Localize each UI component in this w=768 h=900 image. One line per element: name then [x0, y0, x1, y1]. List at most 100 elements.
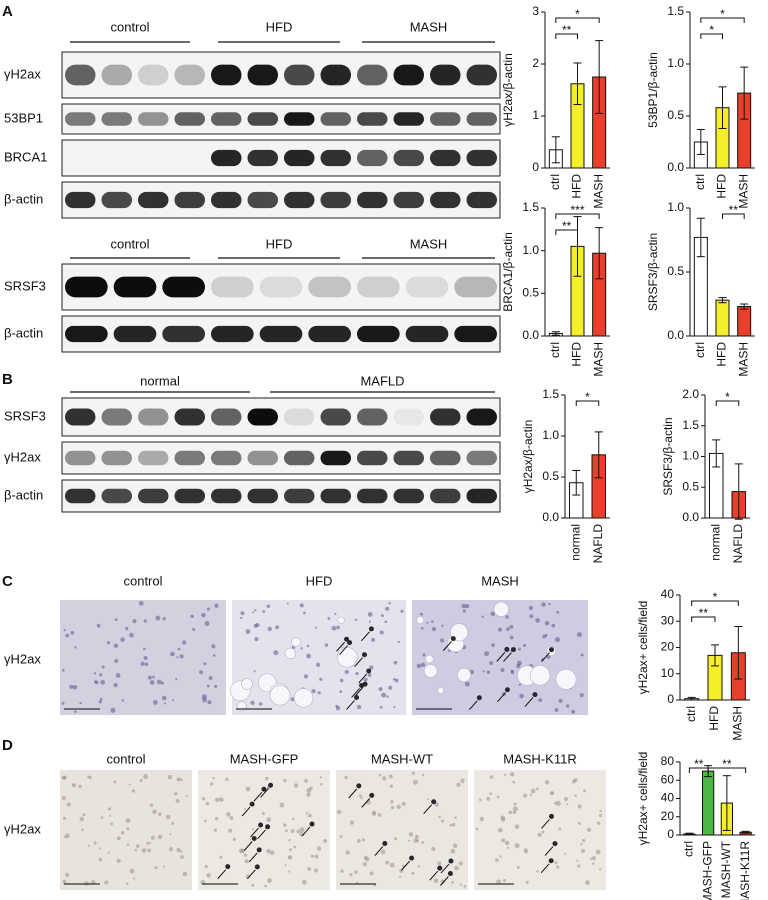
blot-band: [454, 325, 497, 343]
micrograph-title: MASH-WT: [371, 751, 433, 766]
blot-row-label: β-actin: [4, 325, 43, 340]
cell-nucleus: [489, 661, 494, 666]
cell-nucleus: [356, 838, 361, 843]
cell-nucleus: [88, 775, 92, 780]
cell-nucleus: [579, 693, 584, 698]
cell-nucleus: [555, 800, 561, 806]
cell-nucleus: [177, 647, 181, 651]
y-axis-label: SRSF3/β-actin: [661, 417, 675, 495]
blot-band: [247, 488, 278, 504]
cell-nucleus: [496, 795, 500, 799]
cell-nucleus: [107, 807, 112, 811]
cell-nucleus: [304, 778, 308, 783]
arrow: [339, 645, 348, 655]
cell-nucleus: [361, 838, 366, 842]
cell-nucleus: [475, 827, 479, 831]
blot-strip: [61, 397, 501, 437]
cell-nucleus: [397, 640, 400, 644]
blot-band: [320, 408, 351, 426]
cell-nucleus: [251, 828, 255, 831]
blot-row-label: SRSF3: [4, 408, 46, 423]
cell-nucleus: [324, 643, 329, 647]
blot-band: [138, 408, 169, 426]
cell-nucleus: [491, 643, 495, 647]
cell-nucleus: [125, 626, 129, 631]
y-tick-label: 2: [532, 56, 539, 70]
cell-nucleus: [125, 818, 131, 823]
cell-nucleus: [70, 630, 75, 635]
lane-group-label: control: [110, 19, 149, 34]
arrow: [246, 869, 256, 880]
positive-nucleus: [366, 668, 372, 674]
cell-nucleus: [120, 637, 125, 642]
cell-nucleus: [154, 866, 158, 870]
blot-band: [174, 112, 205, 126]
error-bar: [696, 129, 705, 155]
vacuole: [269, 685, 291, 706]
blot-band: [101, 488, 132, 504]
cell-nucleus: [356, 704, 362, 710]
blot-strip: [61, 181, 501, 219]
cell-nucleus: [421, 840, 425, 844]
y-tick-label: 0.0: [682, 510, 699, 524]
cell-nucleus: [253, 670, 256, 673]
arrow: [468, 700, 478, 711]
cell-nucleus: [401, 801, 406, 806]
arrow: [336, 641, 345, 652]
blot-band: [466, 112, 497, 126]
cell-nucleus: [204, 621, 210, 626]
vacuole: [555, 668, 577, 690]
blot-strip: [61, 103, 501, 135]
cell-nucleus: [266, 848, 271, 854]
cell-nucleus: [394, 678, 399, 683]
cell-nucleus: [512, 810, 517, 815]
blot-band: [308, 276, 351, 298]
cell-nucleus: [180, 850, 183, 854]
cell-nucleus: [408, 839, 411, 842]
blot-band: [357, 408, 388, 426]
cell-nucleus: [522, 643, 527, 647]
cell-nucleus: [98, 847, 101, 850]
significance-label: **: [722, 757, 732, 771]
cell-nucleus: [438, 815, 441, 819]
cell-nucleus: [138, 600, 144, 606]
cell-nucleus: [595, 849, 601, 855]
positive-nucleus: [344, 636, 350, 642]
cell-nucleus: [63, 628, 66, 632]
cell-nucleus: [288, 838, 291, 842]
cell-nucleus: [303, 674, 309, 679]
cell-nucleus: [300, 647, 303, 650]
blot-band: [454, 276, 497, 298]
positive-nucleus: [369, 792, 375, 798]
x-tick-label: HFD: [570, 174, 584, 199]
arrow: [503, 652, 512, 662]
cell-nucleus: [551, 623, 556, 628]
cell-nucleus: [489, 775, 494, 779]
arrow: [250, 827, 259, 838]
cell-nucleus: [126, 882, 129, 885]
x-tick-label: ctrl: [693, 174, 707, 190]
cell-nucleus: [62, 816, 67, 820]
cell-nucleus: [388, 774, 393, 779]
cell-nucleus: [273, 650, 279, 656]
positive-nucleus: [256, 847, 262, 853]
cell-nucleus: [99, 673, 103, 677]
micrograph: [232, 600, 406, 715]
cell-nucleus: [516, 865, 520, 869]
cell-nucleus: [176, 847, 181, 853]
cell-nucleus: [98, 700, 103, 704]
cell-nucleus: [576, 632, 582, 638]
cell-nucleus: [225, 777, 229, 781]
cell-nucleus: [165, 814, 171, 820]
blot-band: [65, 408, 96, 426]
positive-nucleus: [225, 864, 231, 870]
positive-nucleus: [548, 858, 554, 864]
blot-row-label: β-actin: [4, 487, 43, 502]
cell-nucleus: [536, 870, 539, 873]
cell-nucleus: [462, 609, 466, 613]
cell-nucleus: [585, 880, 590, 885]
cell-nucleus: [79, 817, 84, 822]
cell-nucleus: [135, 844, 140, 848]
cell-nucleus: [500, 667, 505, 672]
